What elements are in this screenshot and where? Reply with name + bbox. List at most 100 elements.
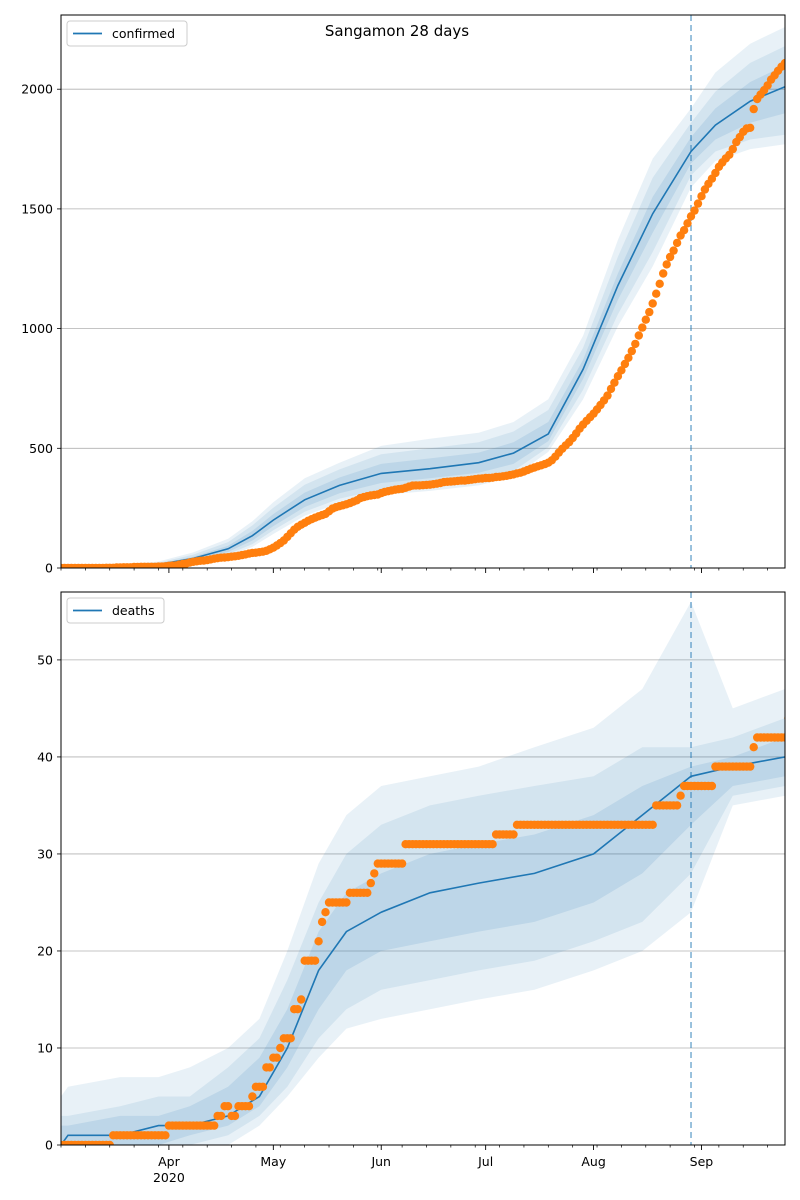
observed-point [244, 1102, 254, 1111]
band-80 [61, 46, 785, 568]
observed-point [788, 714, 796, 722]
y-tick-label: 0 [45, 1138, 53, 1153]
observed-point [488, 840, 497, 849]
observed-point [749, 104, 758, 114]
observed-point [648, 299, 657, 308]
observed-point [634, 331, 643, 340]
observed-point [655, 279, 664, 288]
observed-point [659, 269, 668, 278]
observed-points [61, 714, 799, 1145]
observed-point [746, 123, 755, 132]
x-tick-label: May [260, 1154, 286, 1169]
band-90 [61, 601, 785, 1145]
observed-point [610, 378, 619, 387]
observed-point [780, 733, 785, 742]
observed-point [672, 801, 682, 810]
observed-point [310, 956, 320, 965]
y-tick-label: 0 [45, 561, 53, 576]
x-tick-label: Jul [477, 1154, 493, 1169]
observed-point [707, 781, 717, 791]
observed-point [317, 917, 327, 927]
observed-point [606, 384, 616, 394]
observed-point [662, 260, 671, 269]
observed-point [645, 307, 654, 317]
observed-point [286, 1034, 295, 1043]
confirmed-panel: 0 500 1000 1500 2000 confirmed [21, 14, 800, 576]
observed-point [297, 995, 306, 1004]
legend: confirmed [66, 20, 188, 47]
x-tick-label: Jun [370, 1154, 391, 1169]
observed-point [617, 366, 626, 375]
x-tick-label: Sep [690, 1154, 714, 1169]
observed-point [216, 1111, 226, 1121]
observed-point [370, 869, 379, 878]
observed-point [788, 55, 796, 63]
observed-point [749, 743, 758, 752]
observed-point [676, 791, 685, 800]
y-tick-label: 500 [29, 441, 53, 456]
legend-box [66, 20, 188, 47]
observed-point [683, 219, 692, 228]
observed-point [272, 1053, 281, 1062]
observed-point [631, 339, 640, 349]
observed-points [61, 44, 800, 568]
observed-point [293, 1005, 302, 1014]
observed-point [638, 323, 647, 332]
observed-point [105, 1140, 114, 1145]
model-line [61, 756, 785, 1145]
axes-frame [60, 591, 786, 1146]
band-90 [61, 27, 785, 568]
legend-label: confirmed [112, 26, 175, 41]
observed-point [230, 1111, 240, 1121]
observed-point [665, 252, 675, 262]
observed-point [620, 359, 630, 369]
y-tick-label: 10 [37, 1040, 53, 1055]
observed-point [603, 391, 612, 400]
band-50 [61, 737, 785, 1145]
y-tick-label: 20 [37, 943, 53, 958]
observed-point [641, 315, 650, 324]
y-tick-label: 30 [37, 846, 53, 861]
observed-point [648, 820, 657, 829]
plot-area [61, 27, 785, 568]
observed-point [366, 878, 375, 888]
observed-point [697, 192, 706, 201]
x-year-label: 2020 [153, 1170, 185, 1185]
observed-point [690, 206, 699, 215]
y-tick-label: 40 [37, 749, 53, 764]
observed-point [258, 1082, 268, 1092]
observed-point [784, 58, 785, 64]
observed-point [780, 58, 785, 68]
observed-point [746, 762, 755, 771]
observed-point [276, 1043, 285, 1053]
observed-point [669, 246, 678, 255]
observed-point [693, 199, 703, 208]
y-tick-label: 2000 [21, 82, 53, 97]
plot-area [61, 601, 785, 1145]
observed-point [321, 908, 330, 917]
legend-box [66, 597, 165, 624]
observed-point [265, 1063, 274, 1072]
observed-point [784, 715, 785, 721]
observed-point [397, 859, 407, 868]
observed-point [728, 144, 737, 154]
axes-frame [60, 14, 786, 569]
observed-point [791, 50, 799, 58]
deaths-panel: 0 10 20 30 40 50 Apr May Jun Jul Aug Sep 2020 deaths [37, 591, 799, 1185]
observed-point [161, 1131, 170, 1140]
legend: deaths [66, 597, 165, 624]
observed-point [627, 346, 636, 356]
observed-point [791, 714, 799, 722]
observed-point [342, 898, 351, 907]
y-tick-label: 50 [37, 652, 53, 667]
observed-point [363, 888, 372, 897]
observed-point [223, 1102, 233, 1111]
x-tick-label: Apr [158, 1154, 180, 1169]
band-50 [61, 65, 785, 568]
observed-point [624, 353, 633, 362]
observed-point [795, 44, 800, 52]
chart-suptitle: Sangamon 28 days [325, 22, 469, 40]
observed-point [652, 289, 661, 298]
y-tick-label: 1000 [21, 321, 53, 336]
